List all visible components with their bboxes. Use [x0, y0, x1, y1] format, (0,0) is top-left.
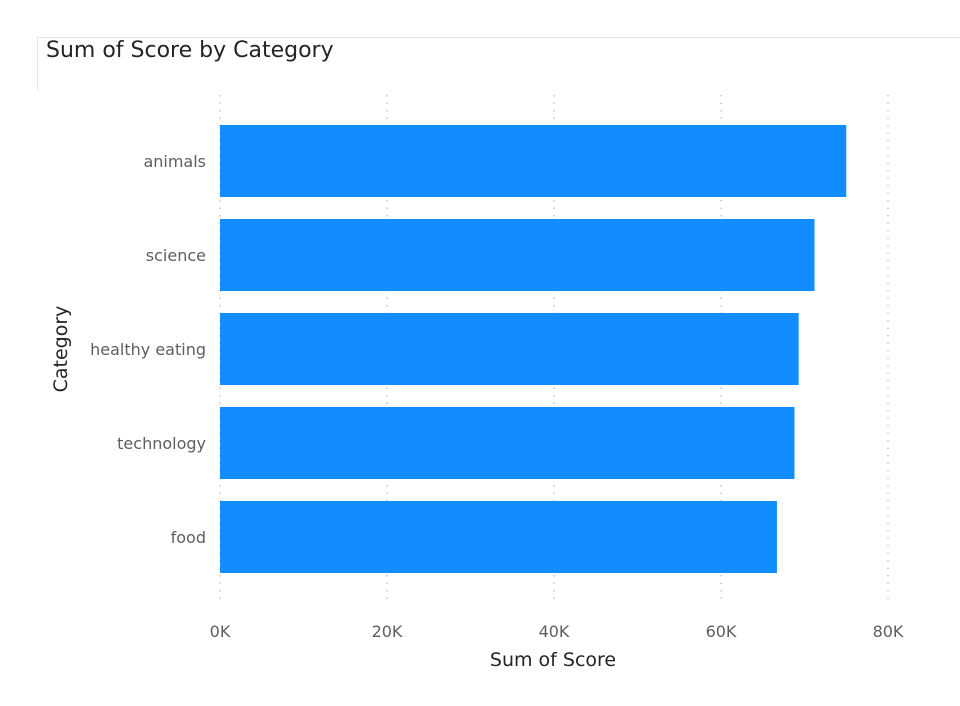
category-label: technology — [117, 434, 206, 453]
chart-title: Sum of Score by Category — [46, 38, 334, 63]
bar-animals[interactable] — [220, 125, 847, 197]
bar-healthy-eating[interactable] — [220, 313, 799, 385]
category-label: animals — [143, 152, 206, 171]
x-tick-label: 40K — [539, 622, 570, 641]
x-tick-label: 20K — [372, 622, 403, 641]
x-tick-label: 0K — [210, 622, 231, 641]
category-labels: animals science healthy eating technology fo… — [90, 152, 206, 547]
x-tick-label: 60K — [706, 622, 737, 641]
x-tick-labels: 0K 20K 40K 60K 80K — [210, 622, 904, 641]
bar-technology[interactable] — [220, 407, 795, 479]
bar-science[interactable] — [220, 219, 815, 291]
x-tick-label: 80K — [873, 622, 904, 641]
category-label: food — [171, 528, 206, 547]
category-label: science — [146, 246, 206, 265]
visual-border-left — [37, 37, 38, 90]
bars — [220, 125, 847, 573]
y-axis-title: Category — [50, 306, 72, 393]
category-label: healthy eating — [90, 340, 206, 359]
visual-border-top — [37, 37, 960, 38]
bar-food[interactable] — [220, 501, 777, 573]
x-axis-title: Sum of Score — [490, 649, 616, 671]
